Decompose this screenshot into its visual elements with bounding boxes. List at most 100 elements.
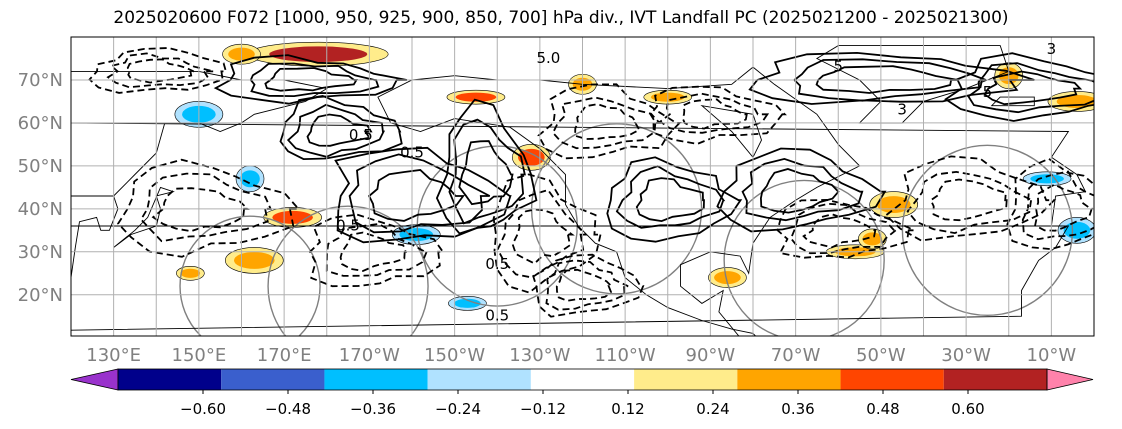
x-axis-ticks: 130°E 150°E 170°E 170°W 150°W 130°W 110°W 90°W 7… — [86, 345, 1076, 366]
contour-line — [944, 52, 1094, 122]
contour-line — [339, 231, 408, 272]
contour-line — [511, 208, 575, 265]
contour-line — [741, 157, 864, 222]
fill-region — [446, 89, 506, 105]
contour-line — [492, 173, 602, 294]
fill-region — [448, 296, 487, 311]
y-tick-label: 60°N — [18, 113, 63, 134]
fill-region — [708, 267, 747, 288]
contour-label: 0.5 — [336, 216, 360, 234]
contour-line — [367, 169, 465, 222]
contour-line — [658, 92, 770, 134]
y-axis-ticks: 20°N 30°N 40°N 50°N 60°N 70°N — [18, 70, 63, 306]
contour-label: 0.5 — [485, 307, 509, 325]
contour-line — [793, 58, 987, 102]
contour-line — [759, 168, 840, 214]
ivt-circle — [179, 215, 321, 336]
contour-line — [606, 156, 743, 243]
contour-line — [151, 187, 250, 233]
coastline — [71, 225, 1070, 331]
colorbar-tick-label: 0.12 — [611, 400, 644, 418]
contour-line — [551, 96, 662, 150]
ivt-circle — [723, 179, 885, 336]
x-tick-label: 170°E — [257, 345, 312, 366]
contour-line — [116, 158, 301, 258]
coastline — [990, 96, 1035, 107]
fill-region — [1022, 171, 1072, 187]
x-tick-label: 90°W — [686, 345, 736, 366]
contour-line — [716, 147, 887, 233]
colorbar-frame — [117, 368, 1048, 391]
contour-line — [88, 47, 228, 94]
x-tick-label: 150°E — [172, 345, 227, 366]
y-tick-label: 30°N — [18, 242, 63, 263]
colorbar-tick-label: −0.60 — [180, 400, 226, 418]
colorbar-extend-min — [70, 368, 119, 391]
contour-line — [802, 213, 877, 249]
fill-region-inner — [1030, 174, 1064, 184]
contour-line — [555, 268, 614, 302]
x-tick-label: 150°W — [424, 345, 485, 366]
y-tick-label: 20°N — [18, 285, 63, 306]
chart-title: 2025020600 F072 [1000, 950, 925, 900, 85… — [113, 8, 1009, 28]
colorbar-box — [840, 369, 944, 390]
contour-line — [929, 178, 1008, 222]
contour-line — [139, 172, 272, 243]
contour-line — [1021, 170, 1094, 241]
colorbar-box — [530, 369, 635, 390]
x-tick-label: 110°W — [595, 345, 656, 366]
contour-line — [496, 188, 588, 279]
contour-line — [635, 177, 705, 223]
colorbar-tick-label: 0.60 — [951, 400, 984, 418]
coastline — [113, 186, 175, 248]
colorbar-box — [737, 369, 841, 390]
colorbar-tick-label: −0.48 — [265, 400, 311, 418]
contour-line — [348, 153, 491, 234]
x-tick-label: 70°W — [771, 345, 821, 366]
contour-line — [537, 83, 682, 160]
fill-region-inner — [240, 170, 260, 188]
contour-line — [458, 140, 514, 206]
contour-line — [264, 67, 358, 92]
contour-label: 5 — [983, 83, 993, 101]
x-tick-label: 10°W — [1027, 345, 1077, 366]
coastline — [71, 70, 329, 197]
fill-region-core — [286, 49, 350, 59]
contour-line — [906, 170, 1033, 235]
colorbar-extend-max — [1046, 368, 1094, 391]
y-tick-label: 70°N — [18, 70, 63, 91]
contour-line — [325, 222, 428, 277]
fill-region-inner — [714, 271, 741, 285]
contour-label: 5 — [833, 57, 843, 75]
x-tick-label: 50°W — [856, 345, 906, 366]
colorbar-box — [943, 369, 1047, 390]
x-tick-label: 130°W — [509, 345, 570, 366]
contour-label: 5.0 — [536, 49, 560, 67]
contour-line — [106, 52, 215, 89]
contour-label: 0.5 — [349, 126, 373, 144]
contour-label: 3 — [897, 100, 907, 118]
contour-line — [286, 103, 386, 158]
contour-line — [649, 85, 787, 145]
contour-label: 0.5 — [485, 255, 509, 273]
contour-line — [213, 54, 408, 105]
contour-line — [815, 65, 959, 94]
contour-line — [884, 155, 1057, 242]
colorbar-box — [324, 369, 428, 390]
colorbar-tick-label: 0.24 — [696, 400, 729, 418]
colorbar-tick-label: −0.36 — [350, 400, 396, 418]
fill-region-inner — [862, 232, 883, 246]
fill-region-inner — [455, 92, 497, 102]
fill-region — [247, 41, 389, 67]
contour-line — [532, 253, 645, 318]
coastline — [700, 104, 762, 159]
ivt-circle — [267, 205, 429, 336]
contour-label: 3 — [1047, 40, 1057, 58]
contour-label-layer: 5.0 0.5 0.5 0.5 0.5 0.5 5 3 5 3 — [336, 40, 1056, 324]
contour-line — [1006, 157, 1094, 251]
colorbar-tick-label: −0.24 — [435, 400, 481, 418]
contour-line — [249, 62, 380, 98]
colorbar-tick-label: −0.12 — [520, 400, 566, 418]
fill-region-inner — [233, 251, 275, 269]
